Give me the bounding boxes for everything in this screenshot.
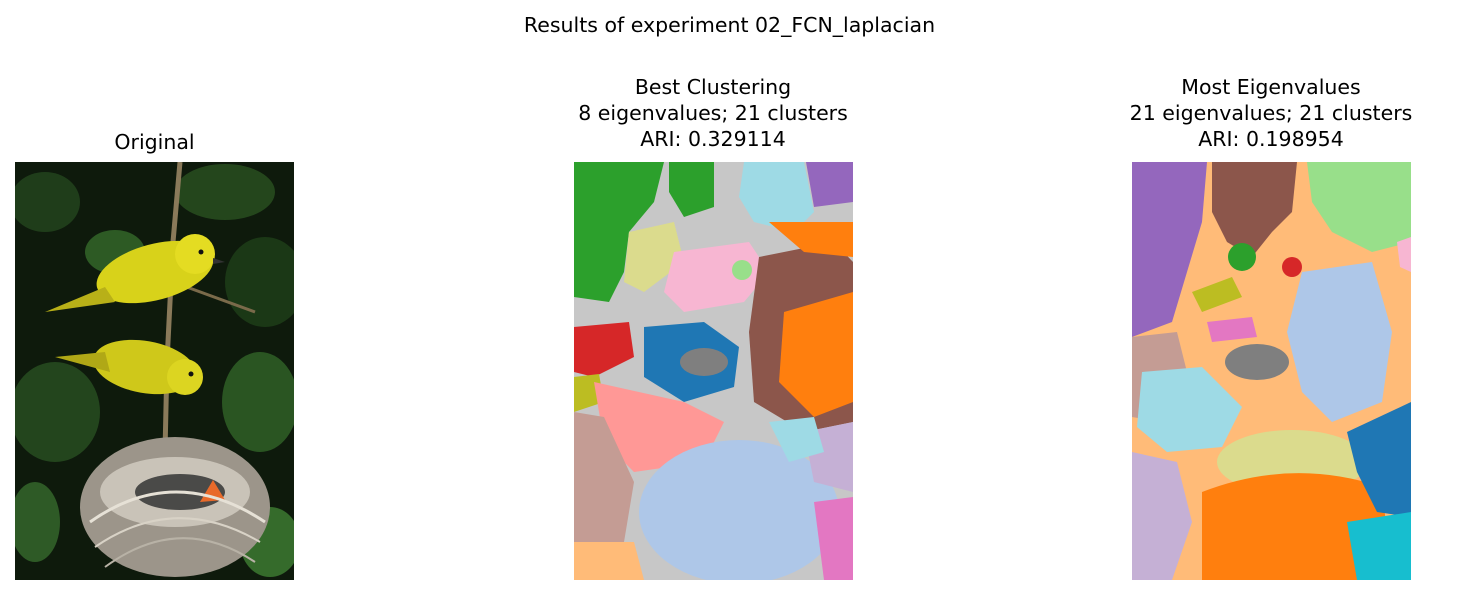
panel-title-line: 8 eigenvalues; 21 clusters [578, 101, 848, 125]
panel-title-best-clustering: Best Clustering 8 eigenvalues; 21 cluste… [513, 74, 913, 152]
panel-title-original: Original [15, 129, 294, 155]
panel-title-line: ARI: 0.198954 [1198, 127, 1344, 151]
panel-title-line: ARI: 0.329114 [640, 127, 786, 151]
panel-title-line: Original [114, 130, 195, 154]
panel-title-line: Most Eigenvalues [1181, 75, 1361, 99]
panel-title-line: 21 eigenvalues; 21 clusters [1129, 101, 1413, 125]
panel-title-most-eigenvalues: Most Eigenvalues 21 eigenvalues; 21 clus… [1071, 74, 1459, 152]
figure-suptitle: Results of experiment 02_FCN_laplacian [523, 13, 936, 37]
best-clustering-segmentation [574, 162, 853, 580]
original-image [15, 162, 294, 580]
panel-title-line: Best Clustering [634, 75, 792, 99]
most-eigenvalues-segmentation [1132, 162, 1411, 580]
